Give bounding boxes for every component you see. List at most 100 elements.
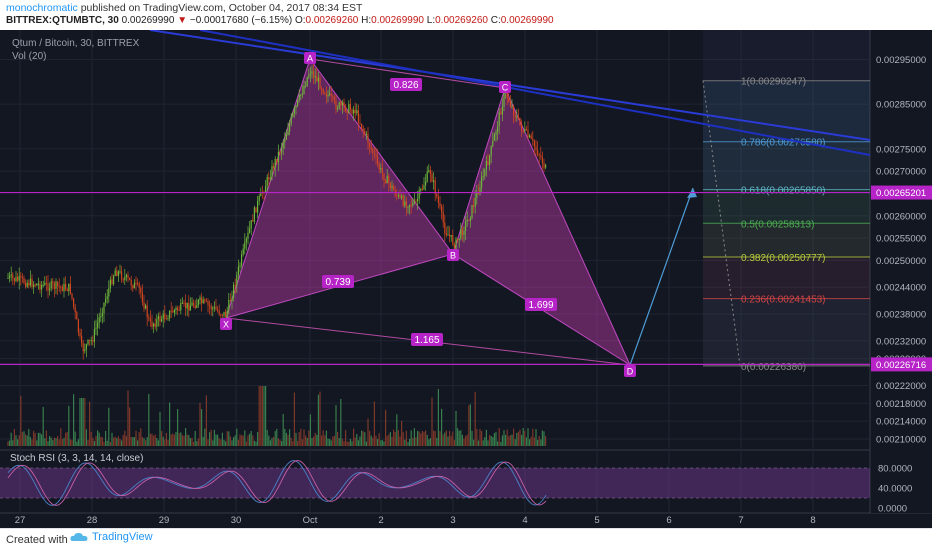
volume-bar <box>421 430 423 446</box>
volume-bar <box>15 435 17 446</box>
symbol-label: BITTREX:QTUMBTC, 30 <box>6 15 119 26</box>
ratio-label: 1.699 <box>528 300 553 311</box>
volume-bar <box>236 428 238 446</box>
volume-bar <box>109 441 111 446</box>
volume-bar <box>490 435 492 446</box>
volume-bar <box>172 433 174 446</box>
candle <box>345 105 347 112</box>
channel-lower-line <box>199 30 871 156</box>
candle <box>85 344 87 350</box>
chart-canvas[interactable]: 1(0.00290247) 0.786(0.00276580) 0.618(0.00… <box>0 30 932 528</box>
candle <box>343 101 345 106</box>
volume-bar <box>162 436 164 446</box>
candle <box>489 155 491 166</box>
volume-bar <box>229 436 231 446</box>
candle <box>53 283 55 289</box>
candle <box>372 148 374 154</box>
volume-bar <box>402 432 404 446</box>
volume-bar <box>495 431 497 446</box>
candle <box>338 102 340 109</box>
volume-bar <box>12 440 14 446</box>
volume-bar <box>508 436 510 446</box>
chart-area[interactable]: 1(0.00290247) 0.786(0.00276580) 0.618(0.00… <box>0 30 932 528</box>
candle <box>33 284 35 288</box>
candle <box>293 108 295 114</box>
volume-bar <box>268 435 270 446</box>
volume-bar <box>521 435 523 446</box>
candle <box>21 277 23 279</box>
candle <box>407 206 409 208</box>
volume-bar <box>45 430 47 446</box>
candle <box>177 307 179 310</box>
rsi-band <box>0 468 870 498</box>
candle <box>84 349 86 352</box>
candle <box>314 76 316 78</box>
time-tick-label: Oct <box>303 515 318 526</box>
rsi-k-line <box>7 460 547 506</box>
fib-level-label: 0.382(0.00250777) <box>741 253 826 264</box>
volume-bar <box>223 439 225 446</box>
candle <box>529 135 531 138</box>
volume-bar <box>345 430 347 446</box>
volume-bar <box>545 436 547 446</box>
volume-bar <box>106 440 108 446</box>
price-axis-bg <box>871 30 932 513</box>
candle <box>201 297 203 304</box>
volume-bar <box>231 440 233 446</box>
volume-bar <box>257 431 259 446</box>
volume-bar <box>314 432 316 446</box>
candle <box>209 305 211 307</box>
volume-bar <box>153 435 155 446</box>
volume-bar <box>210 429 212 446</box>
candle <box>285 134 287 140</box>
volume-bar <box>44 438 46 446</box>
candle <box>290 116 292 125</box>
chart-header: monochromatic published on TradingView.c… <box>0 0 932 30</box>
candle <box>255 207 257 213</box>
candle <box>217 309 219 311</box>
volume-bar <box>463 438 465 446</box>
volume-bar <box>466 434 468 446</box>
volume-bar <box>31 439 33 446</box>
ratio-label-bg <box>322 275 354 288</box>
author-link[interactable]: monochromatic <box>6 2 78 14</box>
candle <box>100 316 102 318</box>
fib-background <box>703 30 870 366</box>
volume-bar <box>196 441 198 446</box>
volume-bar <box>161 431 163 446</box>
candle <box>380 167 382 170</box>
candle <box>271 165 273 178</box>
candle <box>513 106 515 115</box>
candle <box>308 74 310 78</box>
candle <box>460 228 462 239</box>
volume-bar <box>375 435 377 446</box>
candle <box>60 286 62 288</box>
volume-bar <box>129 407 131 446</box>
candle <box>287 131 289 135</box>
volume-bar <box>380 440 382 446</box>
volume-bar <box>228 431 230 446</box>
volume-bar <box>529 439 531 446</box>
candle <box>277 151 279 163</box>
volume-bar <box>292 441 294 446</box>
candle <box>106 296 108 300</box>
candle <box>213 306 215 309</box>
volume-bar <box>258 386 260 446</box>
tradingview-logo[interactable]: TradingView <box>70 531 153 543</box>
price-tick-label: 0.00270000 <box>876 167 926 178</box>
volume-bar <box>415 437 417 446</box>
target-arrow-line <box>629 187 694 366</box>
time-tick-label: 3 <box>450 515 455 526</box>
volume-bar <box>42 406 44 446</box>
candle <box>439 202 441 207</box>
open-value: 0.00269260 <box>305 15 359 26</box>
volume-bar <box>249 433 251 446</box>
candle <box>357 110 359 123</box>
volume-bar <box>369 430 371 446</box>
point-label-bg <box>624 365 636 377</box>
volume-bar <box>50 437 52 446</box>
candle <box>543 163 545 168</box>
fib-band <box>703 256 870 299</box>
volume-bar <box>407 441 409 446</box>
candle <box>364 130 366 135</box>
